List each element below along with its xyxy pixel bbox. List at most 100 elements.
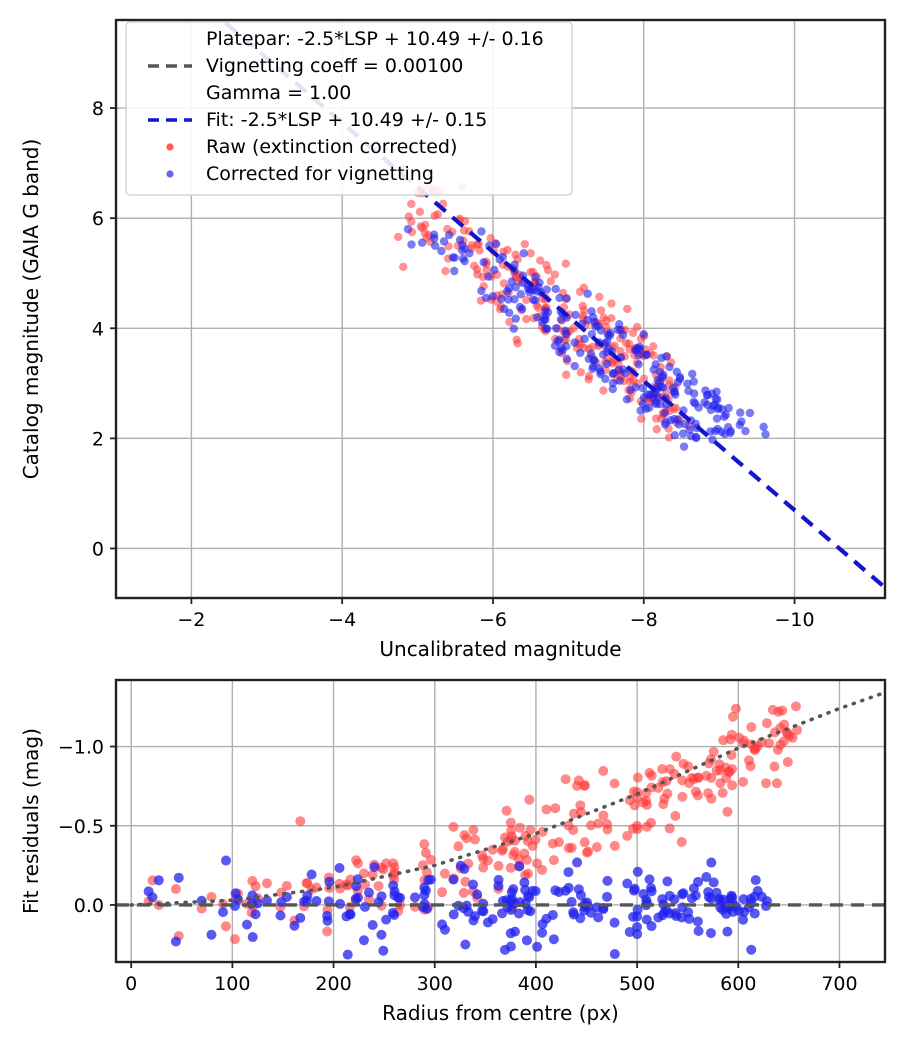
y-tick-label: −1.0: [58, 737, 104, 759]
residual-point-raw: [730, 703, 741, 714]
legend-item[interactable]: Fit: -2.5*LSP + 10.49 +/- 0.15: [148, 109, 487, 131]
photometry-ylabel: Catalog magnitude (GAIA G band): [19, 139, 43, 480]
data-point-corrected: [571, 310, 580, 320]
residual-point-raw: [773, 706, 784, 717]
data-point-corrected: [680, 419, 690, 429]
data-point-corrected: [605, 331, 614, 340]
data-point-corrected: [509, 324, 518, 333]
residual-point-raw: [505, 817, 516, 828]
x-tick-label: −6: [479, 609, 507, 631]
data-point-corrected: [596, 367, 605, 376]
data-point-corrected: [609, 368, 618, 378]
data-point-corrected: [615, 376, 625, 385]
residual-point-corrected: [749, 908, 760, 919]
data-point-raw: [472, 265, 482, 274]
data-point-corrected: [608, 384, 617, 394]
data-point-corrected: [439, 237, 449, 246]
data-point-raw: [416, 222, 425, 231]
data-point-corrected: [444, 230, 454, 240]
residual-point-raw: [501, 805, 512, 816]
legend-background: [125, 21, 573, 196]
residual-point-corrected: [738, 914, 749, 925]
residual-point-corrected: [520, 884, 531, 895]
residual-point-corrected: [206, 929, 217, 940]
legend-item[interactable]: Gamma = 1.00: [206, 82, 351, 104]
data-point-corrected: [407, 240, 416, 249]
data-point-corrected: [712, 414, 722, 423]
data-point-corrected: [622, 395, 632, 404]
residual-point-raw: [460, 876, 471, 887]
residual-point-corrected: [153, 875, 164, 886]
data-point-corrected: [498, 252, 508, 262]
residual-point-corrected: [363, 887, 374, 898]
residual-point-corrected: [359, 901, 370, 912]
residual-point-corrected: [519, 877, 530, 888]
data-point-corrected: [519, 249, 528, 258]
residual-point-corrected: [575, 890, 586, 901]
residual-point-raw: [721, 773, 732, 784]
residual-point-raw: [295, 816, 306, 827]
residual-point-corrected: [341, 911, 352, 922]
data-point-corrected: [562, 330, 571, 339]
data-point-corrected: [631, 383, 640, 392]
data-point-raw: [652, 425, 661, 434]
residual-point-raw: [646, 770, 657, 781]
residual-point-corrected: [437, 919, 448, 930]
data-point-corrected: [670, 387, 679, 396]
residual-point-raw: [641, 821, 652, 832]
residual-point-raw: [622, 830, 633, 841]
residual-point-corrected: [537, 927, 548, 938]
data-point-raw: [607, 299, 616, 308]
data-point-corrected: [639, 393, 649, 402]
residual-point-corrected: [662, 876, 673, 887]
data-point-corrected: [665, 362, 674, 372]
residual-point-corrected: [738, 894, 749, 905]
residual-point-raw: [575, 800, 586, 811]
legend-item[interactable]: Platepar: -2.5*LSP + 10.49 +/- 0.16: [206, 28, 544, 50]
data-point-raw: [393, 232, 403, 242]
residual-point-corrected: [482, 917, 493, 928]
residual-point-corrected: [505, 941, 516, 952]
data-point-corrected: [726, 426, 735, 436]
residual-point-corrected: [686, 893, 697, 904]
legend-item[interactable]: Corrected for vignetting: [166, 163, 434, 185]
data-point-raw: [505, 317, 514, 327]
data-point-raw: [562, 370, 571, 379]
residual-point-corrected: [147, 892, 158, 903]
residual-point-corrected: [692, 916, 703, 927]
legend-item-label: Corrected for vignetting: [206, 163, 434, 185]
residual-point-corrected: [548, 934, 559, 945]
data-point-raw: [628, 376, 638, 385]
residual-point-corrected: [393, 892, 404, 903]
residual-point-raw: [572, 780, 583, 791]
legend-item[interactable]: Vignetting coeff = 0.00100: [148, 55, 463, 77]
residual-point-raw: [632, 820, 643, 831]
residual-point-raw: [425, 854, 436, 865]
data-point-corrected: [403, 224, 413, 234]
residual-point-raw: [726, 729, 737, 740]
residual-point-corrected: [376, 929, 387, 940]
residual-point-corrected: [275, 910, 286, 921]
data-point-corrected: [534, 283, 543, 292]
residual-point-corrected: [358, 935, 369, 946]
data-point-raw: [520, 239, 530, 249]
data-point-corrected: [570, 361, 579, 371]
data-point-raw: [534, 303, 543, 313]
legend-dot-icon: [166, 143, 174, 151]
x-tick-label: 200: [315, 973, 351, 995]
data-point-raw: [607, 314, 616, 323]
legend-item[interactable]: Raw (extinction corrected): [166, 136, 457, 158]
data-point-corrected: [649, 365, 658, 374]
residual-point-corrected: [497, 908, 508, 919]
data-point-corrected: [430, 234, 439, 243]
residual-point-raw: [718, 735, 729, 746]
residual-point-corrected: [247, 932, 258, 943]
data-point-corrected: [450, 266, 459, 276]
residual-point-raw: [658, 799, 669, 810]
residual-point-raw: [579, 837, 590, 848]
data-point-corrected: [515, 302, 525, 312]
data-point-raw: [628, 328, 638, 338]
residual-point-corrected: [721, 908, 732, 919]
data-point-corrected: [584, 354, 593, 364]
residual-point-raw: [769, 727, 780, 738]
